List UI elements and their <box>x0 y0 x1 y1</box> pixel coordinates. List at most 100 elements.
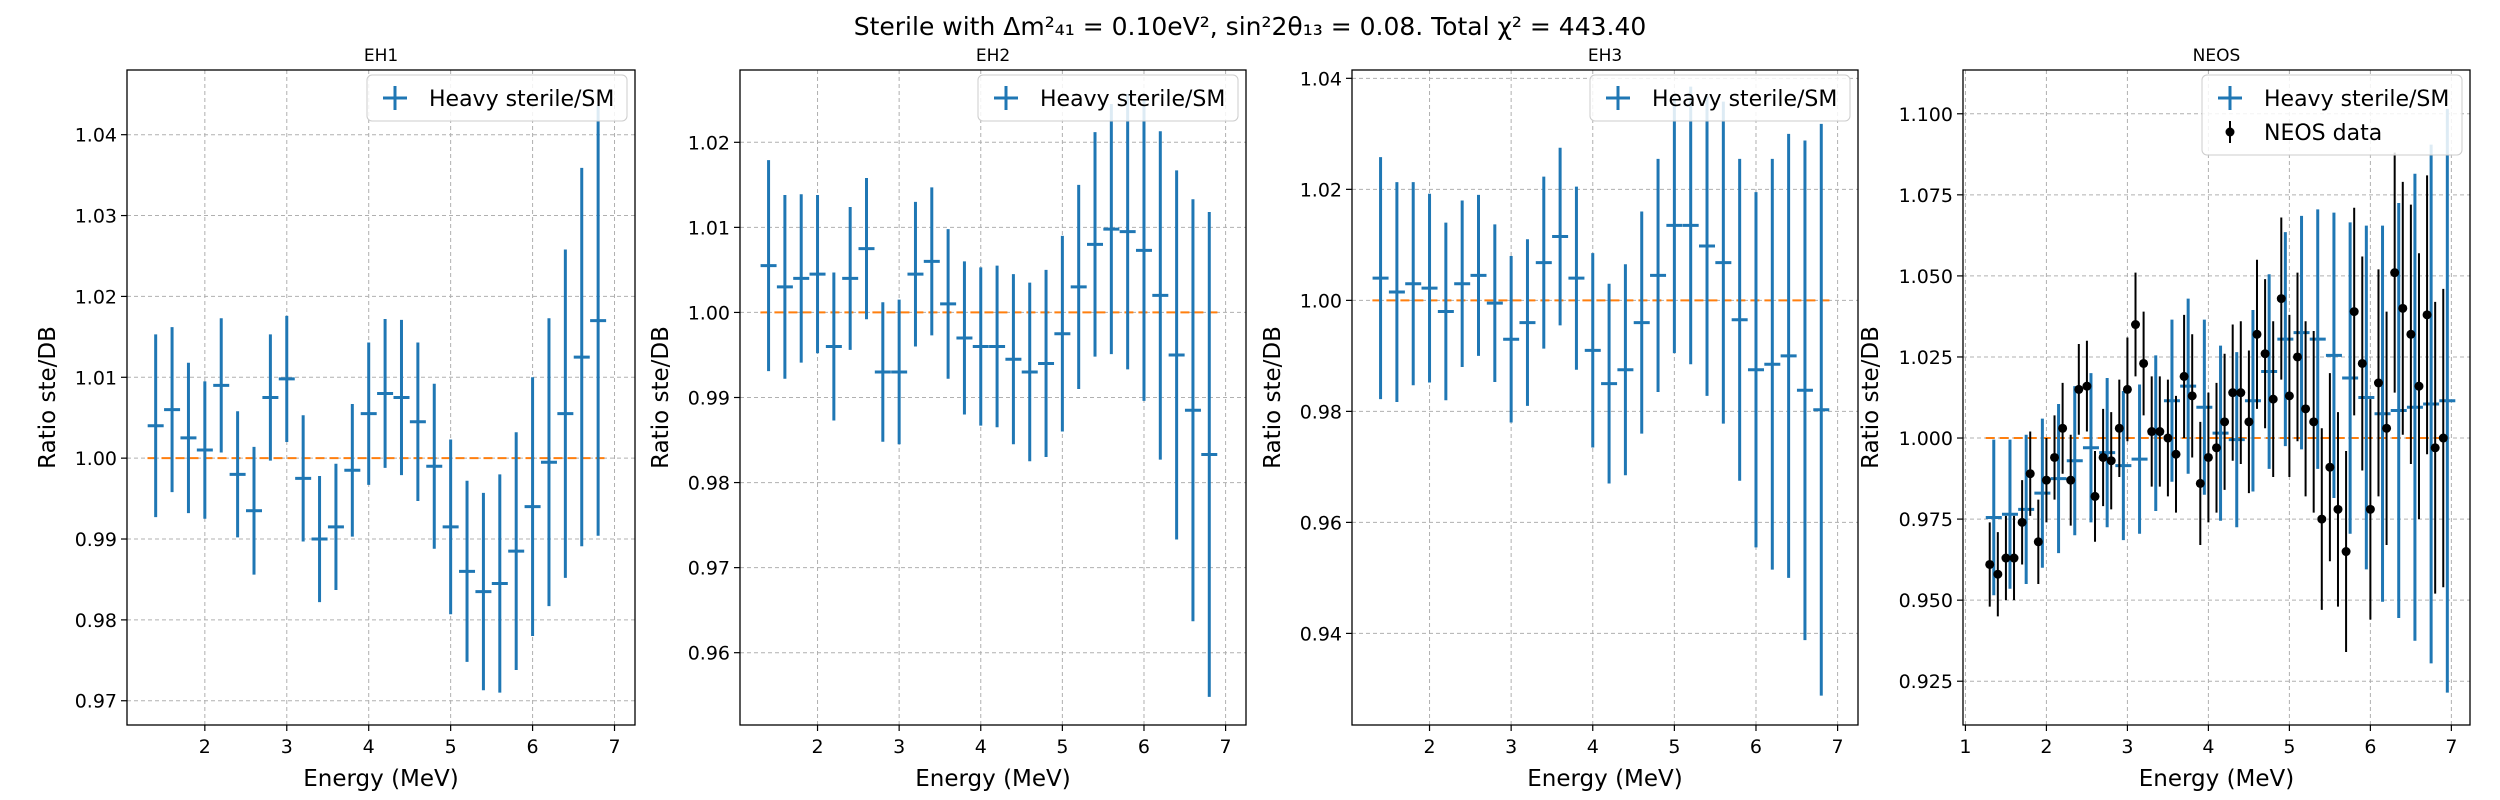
y-tick-label: 0.975 <box>1899 509 1953 531</box>
data-point <box>2058 423 2068 433</box>
x-tick-label: 2 <box>1423 736 1435 758</box>
y-tick-label: 1.00 <box>1300 290 1342 312</box>
x-axis-label: Energy (MeV) <box>1527 766 1683 792</box>
data-point <box>2228 388 2238 398</box>
legend-frame <box>366 74 628 122</box>
y-axis-label: Ratio ste/DB <box>648 326 674 469</box>
legend: Heavy sterile/SM NEOS data <box>2201 74 2463 156</box>
data-point <box>2009 553 2019 563</box>
x-tick-label: 4 <box>975 736 987 758</box>
y-tick-label: 1.04 <box>1300 68 1342 90</box>
data-point <box>2203 452 2213 462</box>
series-data <box>1985 152 2448 653</box>
x-tick-label: 5 <box>1668 736 1680 758</box>
y-tick-label: 1.000 <box>1899 428 1953 450</box>
axes-frame <box>739 69 1247 726</box>
data-point <box>2090 491 2100 501</box>
y-tick-label: 1.01 <box>75 367 117 389</box>
legend-label: Heavy sterile/SM <box>429 87 614 112</box>
legend-frame <box>977 74 1239 122</box>
y-axis-label: Ratio ste/DB <box>1858 326 1884 469</box>
y-tick-label: 0.925 <box>1899 671 1953 693</box>
x-tick-label: 3 <box>893 736 905 758</box>
x-tick-label: 6 <box>1138 736 1150 758</box>
legend-label: Heavy sterile/SM <box>1040 87 1225 112</box>
data-point <box>2365 504 2375 514</box>
legend-frame <box>2201 74 2463 156</box>
data-point <box>2171 449 2181 459</box>
series-model <box>1985 108 2456 693</box>
axes-frame <box>126 69 636 726</box>
data-point <box>2422 310 2432 320</box>
data-point <box>2236 388 2246 398</box>
panel-title: EH3 <box>1588 46 1622 66</box>
grid <box>740 70 1246 725</box>
panel-title: EH2 <box>976 46 1010 66</box>
data-point <box>2050 452 2060 462</box>
x-tick-label: 1 <box>1959 736 1971 758</box>
x-tick-label: 3 <box>1505 736 1517 758</box>
grid <box>1352 70 1858 725</box>
data-point <box>2357 358 2367 368</box>
data-point <box>2309 417 2319 427</box>
x-tick-label: 6 <box>2364 736 2376 758</box>
data-point <box>2082 381 2092 391</box>
y-tick-label: 1.03 <box>75 206 117 228</box>
data-point <box>2349 307 2359 317</box>
y-tick-label: 1.100 <box>1899 104 1953 126</box>
y-tick-label: 0.98 <box>688 473 730 495</box>
x-axis-label: Energy (MeV) <box>2139 766 2295 792</box>
data-point <box>2098 452 2108 462</box>
x-tick-label: 2 <box>199 736 211 758</box>
y-tick-label: 1.050 <box>1899 266 1953 288</box>
data-point <box>2195 478 2205 488</box>
data-point <box>2163 433 2173 443</box>
x-tick-label: 7 <box>2445 736 2457 758</box>
y-tick-label: 1.025 <box>1899 347 1953 369</box>
data-point <box>2212 443 2221 453</box>
panel-eh3: 2 3 4 5 6 7 0.94 0.96 0.98 1.00 1.02 1.04 EH3 Energy … <box>1260 46 1859 792</box>
data-point <box>2122 384 2132 394</box>
data-point <box>2179 371 2189 381</box>
y-tick-label: 0.98 <box>1300 401 1342 423</box>
data-point <box>2373 378 2383 388</box>
data-point <box>2260 349 2270 359</box>
axes-frame <box>1351 69 1859 726</box>
y-tick-label: 1.04 <box>75 125 117 147</box>
data-point <box>2438 433 2448 443</box>
data-point <box>2131 320 2141 330</box>
data-point <box>2406 329 2416 339</box>
panel-neos: 1 2 3 4 5 6 7 0.925 0.950 0.975 1.000 1.025 1.050 1.0… <box>1858 46 2471 792</box>
data-point <box>2325 462 2335 472</box>
y-tick-label: 1.00 <box>75 448 117 470</box>
panel-eh1: 2 3 4 5 6 7 0.97 0.98 0.99 1.00 1.01 1.02 1.03 1.04 EH… <box>35 46 636 792</box>
y-tick-label: 1.02 <box>1300 179 1342 201</box>
panel-title: EH1 <box>364 46 398 66</box>
x-tick-label: 5 <box>445 736 457 758</box>
panel-eh2: 2 3 4 5 6 7 0.96 0.97 0.98 0.99 1.00 1.01 1.02 EH2 Ene… <box>648 46 1247 792</box>
x-tick-label: 2 <box>811 736 823 758</box>
legend-label: Heavy sterile/SM <box>1652 87 1837 112</box>
legend-label: Heavy sterile/SM <box>2264 87 2449 112</box>
data-point <box>2074 384 2084 394</box>
axes-frame <box>1962 69 2471 726</box>
panel-title: NEOS <box>2193 46 2241 66</box>
y-tick-label: 0.97 <box>688 558 730 580</box>
data-point <box>2220 417 2230 427</box>
data-point <box>2139 358 2149 368</box>
x-tick-label: 3 <box>281 736 293 758</box>
legend: Heavy sterile/SM <box>366 74 628 122</box>
x-tick-label: 4 <box>363 736 375 758</box>
data-point <box>2414 381 2424 391</box>
legend: Heavy sterile/SM <box>977 74 1239 122</box>
data-point <box>2398 303 2408 313</box>
x-tick-label: 7 <box>608 736 620 758</box>
figure-suptitle: Sterile with Δm²₄₁ = 0.10eV², sin²2θ₁₃ =… <box>853 12 1647 41</box>
data-point <box>2244 417 2254 427</box>
data-point <box>2276 294 2286 304</box>
x-axis-label: Energy (MeV) <box>303 766 459 792</box>
data-point <box>2284 391 2294 401</box>
data-point <box>2147 427 2157 437</box>
data-point <box>2106 456 2116 466</box>
